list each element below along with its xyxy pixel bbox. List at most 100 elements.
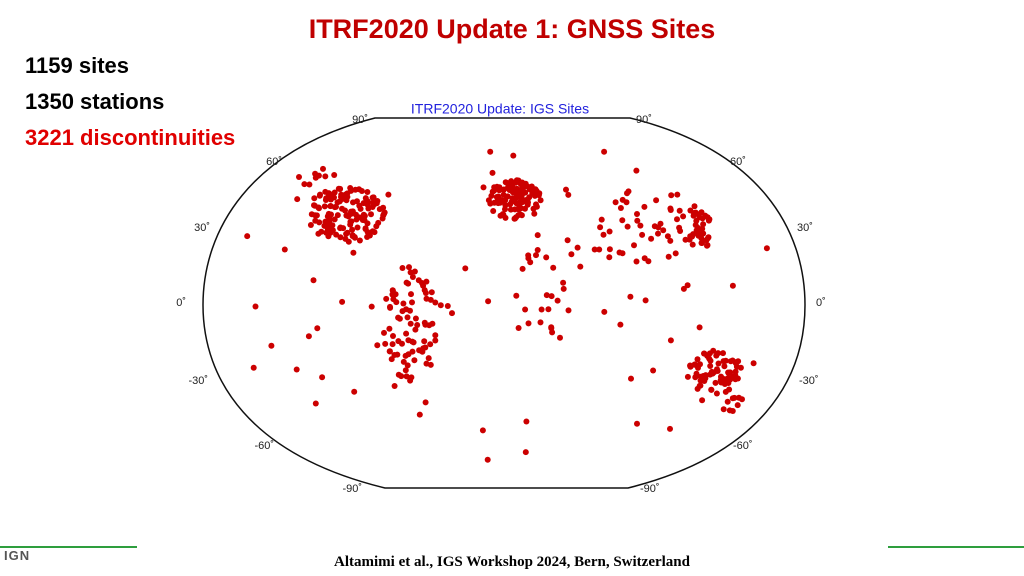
site-dot: [386, 325, 393, 332]
site-dot: [405, 280, 412, 287]
site-dot: [674, 216, 680, 223]
site-dot: [373, 223, 380, 230]
site-dot: [314, 325, 321, 332]
site-dot: [347, 218, 354, 225]
site-dot: [565, 191, 572, 198]
site-dot: [677, 228, 684, 234]
site-dot: [596, 246, 603, 253]
site-dot: [598, 216, 605, 223]
site-dot: [693, 370, 700, 377]
site-dot: [485, 298, 492, 305]
site-dot: [657, 220, 664, 227]
site-dot: [244, 233, 251, 240]
site-dot: [737, 364, 744, 371]
site-dot: [729, 408, 736, 414]
site-dot: [382, 340, 389, 347]
site-dot: [667, 237, 674, 244]
site-dot: [412, 315, 419, 322]
site-dot: [606, 228, 613, 235]
site-dot: [387, 304, 394, 311]
site-dot: [345, 238, 352, 245]
site-dot: [320, 165, 326, 172]
site-dot: [490, 208, 497, 214]
site-dot: [313, 212, 320, 219]
site-dot: [729, 373, 736, 380]
site-dot: [322, 220, 329, 227]
site-dot: [727, 358, 734, 365]
site-dot: [623, 199, 630, 206]
site-dot: [426, 322, 433, 329]
site-dot: [637, 222, 644, 229]
site-dot: [428, 289, 435, 296]
site-dot: [301, 181, 308, 188]
site-dot: [368, 211, 374, 218]
site-dot: [393, 299, 400, 306]
site-dot: [715, 360, 722, 367]
site-dot: [381, 209, 388, 216]
site-dot: [400, 358, 407, 365]
site-dot: [627, 293, 634, 300]
site-dot: [734, 402, 741, 409]
site-dot: [331, 189, 338, 196]
site-dot: [577, 263, 584, 270]
site-dot: [528, 183, 535, 190]
site-dot: [399, 265, 406, 271]
site-dot: [342, 207, 348, 214]
site-dot: [268, 342, 275, 349]
lat-label: -90˚: [342, 483, 362, 495]
site-dot: [419, 280, 425, 286]
stats: 1159 sites 1350 stations 3221 discontinu…: [25, 48, 235, 156]
site-dot: [631, 242, 637, 249]
site-dot: [697, 361, 703, 368]
site-dot: [421, 287, 428, 294]
site-dot: [601, 148, 608, 155]
site-dot: [519, 179, 526, 186]
site-dot: [606, 246, 613, 253]
site-dot: [383, 295, 390, 302]
site-dot: [328, 211, 334, 218]
site-dot: [432, 299, 439, 306]
lat-label: 90˚: [636, 114, 652, 126]
site-dot: [407, 307, 413, 314]
site-dot: [522, 306, 529, 313]
site-dot: [337, 185, 343, 192]
site-dot: [339, 298, 346, 305]
site-dot: [502, 206, 508, 213]
site-dot: [512, 194, 519, 201]
site-dot: [735, 394, 742, 401]
site-dot: [305, 333, 312, 340]
site-dot: [368, 303, 375, 310]
site-dot: [703, 237, 710, 244]
site-dot: [488, 192, 495, 199]
site-dot: [624, 223, 631, 230]
site-dot: [680, 213, 687, 220]
site-dot: [674, 191, 681, 198]
site-dot: [634, 217, 641, 224]
site-dot: [391, 383, 398, 389]
site-dot: [310, 277, 317, 284]
site-dot: [345, 212, 352, 219]
site-dot: [515, 325, 522, 331]
site-dot: [500, 211, 507, 218]
lat-label: -30˚: [188, 375, 208, 387]
site-dot: [704, 242, 710, 249]
site-dot: [713, 390, 720, 397]
site-dot: [403, 373, 410, 380]
site-dot: [713, 352, 720, 359]
lat-label: 60˚: [266, 156, 282, 168]
site-dot: [734, 375, 741, 382]
lat-label: 0˚: [176, 297, 186, 309]
site-dot: [543, 254, 550, 261]
site-dot: [522, 449, 529, 456]
site-dot: [720, 350, 726, 357]
site-dot: [312, 400, 319, 407]
site-dot: [417, 347, 424, 354]
site-dot: [348, 187, 354, 194]
site-dot: [321, 203, 328, 210]
site-dot: [525, 199, 531, 206]
site-dot: [404, 314, 411, 321]
site-dot: [293, 366, 300, 373]
site-dot: [667, 425, 673, 432]
site-dot: [565, 307, 572, 314]
